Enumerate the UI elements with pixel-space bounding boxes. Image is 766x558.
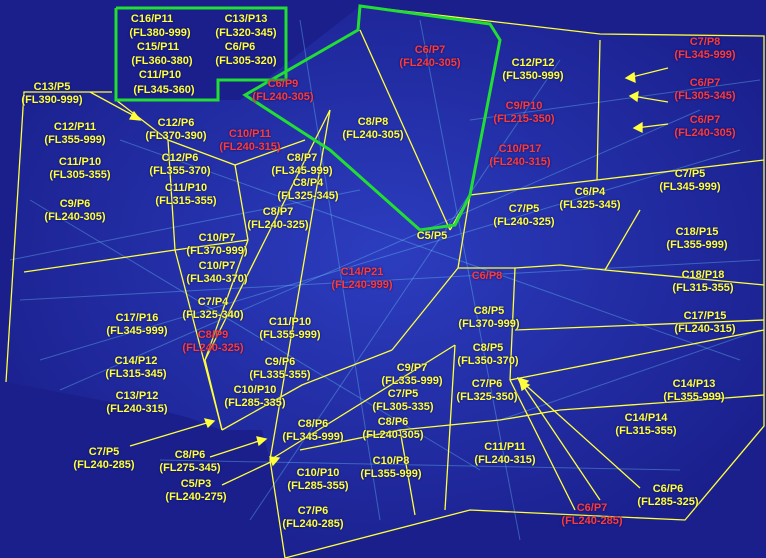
sector-label: C8/P4 (FL325-345) (277, 177, 339, 202)
legend-row-3b: C6/P6 (224, 41, 256, 53)
sector-label: C7/P6 (FL240-285) (282, 505, 344, 530)
sector-label: C14/P13 (FL355-999) (663, 378, 725, 403)
legend-row-2b: (FL320-345) (215, 27, 277, 39)
sector-label: C6/P4 (FL325-345) (559, 186, 621, 211)
sector-label: C9/P10 (FL215-350) (493, 100, 555, 125)
sector-label: C12/P12 (FL350-999) (502, 57, 564, 82)
traffic-tracks (9, 19, 761, 541)
sector-label: C8/P6 (FL345-999) (282, 418, 344, 443)
sector-label: C9/P6 (FL240-305) (44, 198, 106, 223)
legend-row-2a: (FL380-999) (129, 27, 191, 39)
sector-label: C7/P5 (FL345-999) (659, 168, 721, 193)
sector-label: C7/P6 (FL325-350) (456, 378, 518, 403)
sector-label: C8/P6 (FL275-345) (159, 449, 221, 474)
sector-label: C12/P11 (FL355-999) (44, 121, 106, 146)
sector-label: C6/P7 (FL240-305) (674, 114, 736, 139)
sector-label: C7/P5 (FL240-285) (73, 446, 135, 471)
sector-label: C6/P6 (FL285-325) (637, 483, 699, 508)
sector-label: C14/P12 (FL315-345) (105, 355, 167, 380)
sector-label: C13/P12 (FL240-315) (106, 390, 168, 415)
sector-label: C8/P9 (FL240-325) (182, 329, 244, 354)
sector-label: C18/P18 (FL315-355) (672, 269, 734, 294)
sector-label: C12/P6 (FL370-390) (145, 117, 207, 142)
sector-label: C12/P6 (FL355-370) (149, 152, 211, 177)
sector-label: C17/P15 (FL240-315) (674, 310, 736, 335)
sector-label: C17/P16 (FL345-999) (106, 312, 168, 337)
sector-label: C10/P7 (FL370-999) (186, 232, 248, 257)
sector-label: C14/P14 (FL315-355) (615, 412, 677, 437)
legend-row-4b: (FL305-320) (215, 55, 277, 67)
sector-label: C6/P9 (FL240-305) (252, 78, 314, 103)
sector-label: C8/P7 (FL240-325) (247, 206, 309, 231)
sector-label: C10/P10 (FL285-355) (287, 467, 349, 492)
legend-row-1b: C13/P13 (224, 13, 268, 25)
legend-row-4a: (FL360-380) (131, 55, 193, 67)
legend-row-3a: C15/P11 (136, 41, 180, 53)
sector-label: C6/P8 (471, 270, 503, 282)
legend-row-1a: C16/P11 (130, 13, 174, 25)
pointer-arrows (89, 67, 669, 501)
sector-label: C7/P4 (FL325-340) (182, 296, 244, 321)
sector-label: C18/P15 (FL355-999) (666, 226, 728, 251)
sector-label: C8/P7 (FL345-999) (271, 152, 333, 177)
sector-label: C11/P10 (FL355-999) (259, 316, 321, 341)
sector-label: C10/P10 (FL285-335) (224, 384, 286, 409)
sector-label: C5/P5 (416, 230, 448, 242)
sector-label: C8/P5 (FL370-999) (458, 305, 520, 330)
legend-row-6a: (FL345-360) (133, 84, 195, 96)
sector-label: C11/P11 (FL240-315) (474, 441, 536, 466)
sector-label: C8/P6 (FL240-305) (362, 416, 424, 441)
legend-row-5a: C11/P10 (138, 69, 182, 81)
sector-label: C10/P8 (FL355-999) (360, 455, 422, 480)
legend-box-border (114, 6, 288, 102)
sector-label: C6/P7 (FL240-305) (399, 44, 461, 69)
sector-label: C5/P3 (FL240-275) (165, 478, 227, 503)
sector-label: C7/P5 (FL240-325) (493, 203, 555, 228)
sector-label: C14/P21 (FL240-999) (331, 266, 393, 291)
sector-label: C13/P5 (FL390-999) (21, 81, 83, 106)
sector-label: C10/P7 (FL340-370) (186, 260, 248, 285)
sector-label: C7/P5 (FL305-335) (372, 388, 434, 413)
sector-label: C10/P11 (FL240-315) (219, 128, 281, 153)
sector-label: C8/P5 (FL350-370) (457, 342, 519, 367)
airspace-region (6, 6, 764, 558)
sector-label: C8/P8 (FL240-305) (342, 116, 404, 141)
sector-label: C9/P7 (FL335-999) (381, 362, 443, 387)
sector-label: C9/P6 (FL335-355) (249, 356, 311, 381)
sector-label: C6/P7 (FL240-285) (561, 502, 623, 527)
sector-label: C11/P10 (FL315-355) (155, 182, 217, 207)
sector-label: C7/P8 (FL345-999) (674, 36, 736, 61)
sector-boundaries (5, 5, 765, 558)
sector-label: C6/P7 (FL305-345) (674, 77, 736, 102)
sector-label: C11/P10 (FL305-355) (49, 156, 111, 181)
sector-label: C10/P17 (FL240-315) (489, 143, 551, 168)
highlighted-sector (242, 4, 502, 232)
